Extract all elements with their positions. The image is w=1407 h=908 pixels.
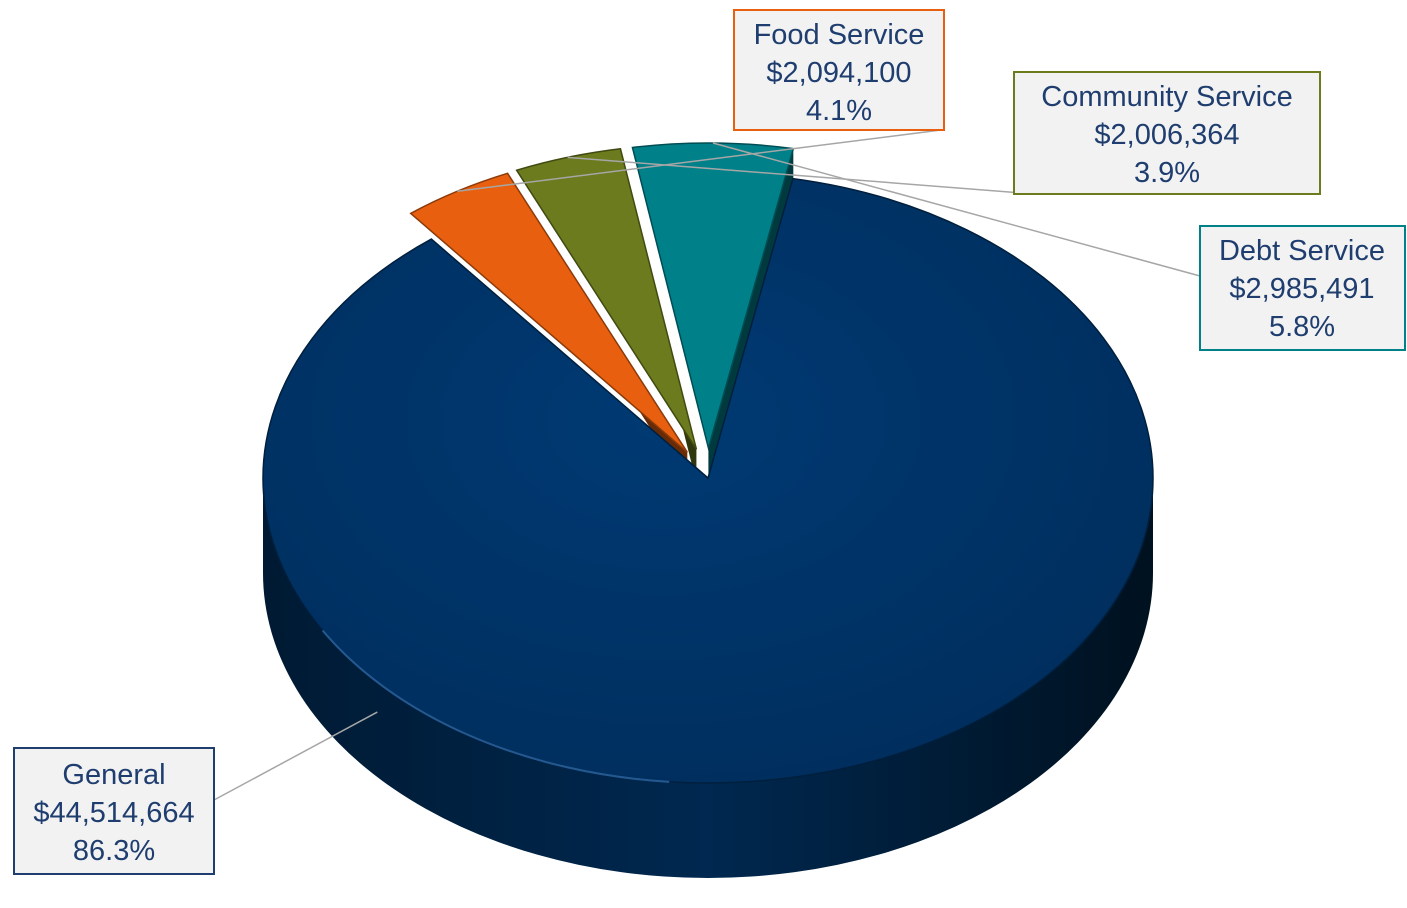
data-label-debt-service-percent: 5.8%	[1269, 311, 1335, 343]
data-labels: General $44,514,664 86.3% Food Service $…	[13, 9, 1406, 875]
data-label-general: General $44,514,664 86.3%	[13, 747, 215, 875]
data-label-food-service: Food Service $2,094,100 4.1%	[733, 9, 945, 131]
data-label-general-name: General	[62, 759, 165, 791]
leader-line-general	[213, 711, 378, 801]
data-label-food-service-value: $2,094,100	[766, 57, 911, 89]
leader-line-food-service	[457, 129, 942, 192]
data-label-food-service-percent: 4.1%	[806, 95, 872, 127]
data-label-community-service-percent: 3.9%	[1134, 157, 1200, 189]
pie-slice-debt-service-wall	[708, 148, 794, 482]
data-label-food-service-name: Food Service	[754, 19, 925, 51]
data-label-general-value: $44,514,664	[33, 797, 194, 829]
leader-lines	[213, 129, 1201, 801]
leader-line-community-service	[567, 156, 1035, 195]
data-label-community-service-value: $2,006,364	[1094, 119, 1239, 151]
data-label-debt-service-value: $2,985,491	[1229, 273, 1374, 305]
pie-slice-general	[262, 177, 1154, 784]
data-label-general-percent: 86.3%	[73, 835, 155, 867]
pie-rim-highlight	[321, 629, 670, 783]
data-label-food-service-box	[733, 9, 945, 131]
data-label-debt-service-name: Debt Service	[1219, 235, 1385, 267]
leader-line-debt-service	[712, 142, 1201, 277]
data-label-debt-service: Debt Service $2,985,491 5.8%	[1199, 225, 1406, 351]
data-label-community-service: Community Service $2,006,364 3.9%	[1013, 71, 1321, 195]
data-label-general-box	[13, 747, 215, 875]
pie-slice-general-side	[263, 478, 1153, 878]
pie-body	[262, 142, 1154, 878]
data-label-community-service-name: Community Service	[1041, 81, 1292, 113]
data-label-community-service-box	[1013, 71, 1321, 195]
data-label-debt-service-box	[1199, 225, 1406, 351]
